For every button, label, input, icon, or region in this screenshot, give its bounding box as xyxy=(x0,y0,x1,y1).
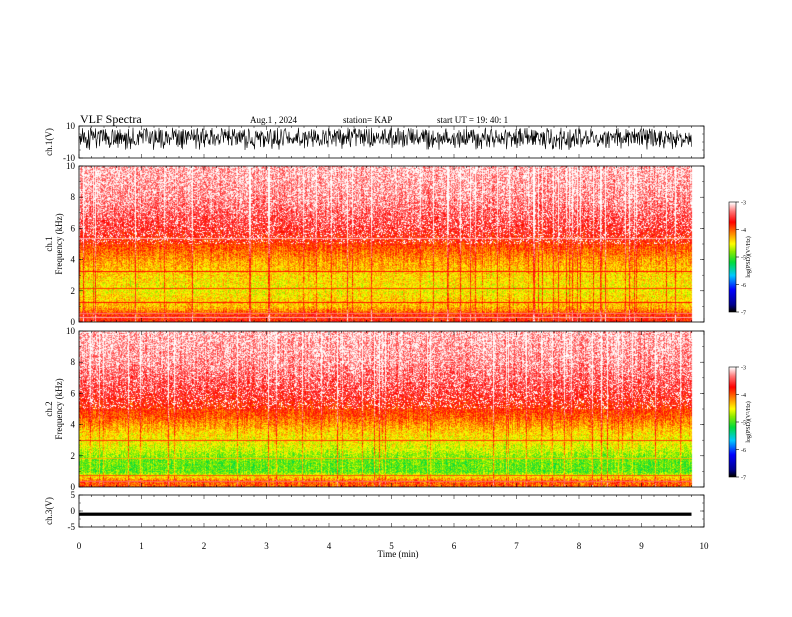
ch1-waveform-ylabel: ch.1(V) xyxy=(44,128,54,156)
ch2-colorbar-gradient xyxy=(729,367,736,477)
colorbar-tick-label: -7 xyxy=(741,476,746,482)
colorbar-tick-label: -4 xyxy=(741,393,746,399)
colorbar-tick-label: -6 xyxy=(741,283,746,289)
x-tick-label: 8 xyxy=(577,541,582,551)
y-tick-label: 0 xyxy=(71,506,76,516)
x-tick-label: 10 xyxy=(700,541,710,551)
colorbar-tick-label: -5 xyxy=(741,421,746,427)
x-tick-label: 2 xyxy=(202,541,207,551)
x-axis-label: Time (min) xyxy=(378,549,419,559)
y-tick-label: 0 xyxy=(71,482,76,492)
x-tick-label: 6 xyxy=(452,541,457,551)
figure-title: VLF Spectra xyxy=(80,112,142,126)
ch1-spectrogram-image xyxy=(79,166,704,322)
y-tick-label: 8 xyxy=(71,357,76,367)
x-tick-label: 1 xyxy=(139,541,144,551)
ch1-spectrogram-ylabel: ch.1 xyxy=(44,236,54,251)
ch2-spectrogram-ylabel: Frequency (kHz) xyxy=(54,378,64,439)
start-time-label: start UT = 19: 40: 1 xyxy=(437,115,508,125)
y-tick-label: 10 xyxy=(66,161,76,171)
colorbar-tick-label: -6 xyxy=(741,448,746,454)
y-tick-label: 2 xyxy=(71,286,76,296)
y-tick-label: -10 xyxy=(63,153,75,163)
y-tick-label: 10 xyxy=(66,121,76,131)
ch1-spectrogram-panel xyxy=(79,166,704,322)
ch1-spectrogram-ylabel: Frequency (kHz) xyxy=(54,213,64,274)
colorbar-label: log(PSD)(V²/Hz) xyxy=(745,236,752,277)
ch2-spectrogram-panel xyxy=(79,331,704,487)
x-tick-label: 5 xyxy=(389,541,394,551)
colorbar-tick-label: -5 xyxy=(741,256,746,262)
x-tick-label: 9 xyxy=(639,541,644,551)
ch2-spectrogram-image xyxy=(79,331,704,487)
ch2-colorbar: -3 -4 -5 -6 -7 log(PSD)(V²/Hz) xyxy=(728,366,752,482)
ch2-spectrogram-ylabel: ch.2 xyxy=(44,401,54,416)
date-label: Aug.1 , 2024 xyxy=(250,115,297,125)
x-tick-label: 0 xyxy=(77,541,82,551)
ch3-waveform-panel xyxy=(79,512,692,516)
y-tick-label: 2 xyxy=(71,451,76,461)
y-tick-label: 8 xyxy=(71,192,76,202)
y-tick-label: 6 xyxy=(71,388,76,398)
station-label: station= KAP xyxy=(343,115,392,125)
y-tick-label: 0 xyxy=(71,317,76,327)
colorbar-tick-label: -3 xyxy=(741,201,746,207)
colorbar-label: log(PSD)(V²/Hz) xyxy=(745,401,752,442)
y-tick-label: 4 xyxy=(71,255,76,265)
y-tick-label: 6 xyxy=(71,223,76,233)
x-tick-label: 3 xyxy=(264,541,269,551)
y-tick-label: 10 xyxy=(66,326,76,336)
y-tick-label: 5 xyxy=(71,490,76,500)
ch3-waveform-band xyxy=(79,512,692,516)
x-tick-label: 7 xyxy=(514,541,519,551)
ch1-waveform-line xyxy=(78,127,692,151)
ch1-colorbar-gradient xyxy=(729,202,736,312)
ch3-waveform-frame xyxy=(78,494,705,528)
y-tick-label: -5 xyxy=(68,522,76,532)
ch1-waveform-panel xyxy=(78,127,692,151)
colorbar-tick-label: -3 xyxy=(741,366,746,372)
colorbar-tick-label: -7 xyxy=(741,311,746,317)
x-tick-label: 4 xyxy=(327,541,332,551)
y-tick-label: 4 xyxy=(71,420,76,430)
ch3-waveform-ylabel: ch.3(V) xyxy=(44,497,54,525)
colorbar-tick-label: -4 xyxy=(741,228,746,234)
ch1-colorbar: -3 -4 -5 -6 -7 log(PSD)(V²/Hz) xyxy=(728,201,752,317)
